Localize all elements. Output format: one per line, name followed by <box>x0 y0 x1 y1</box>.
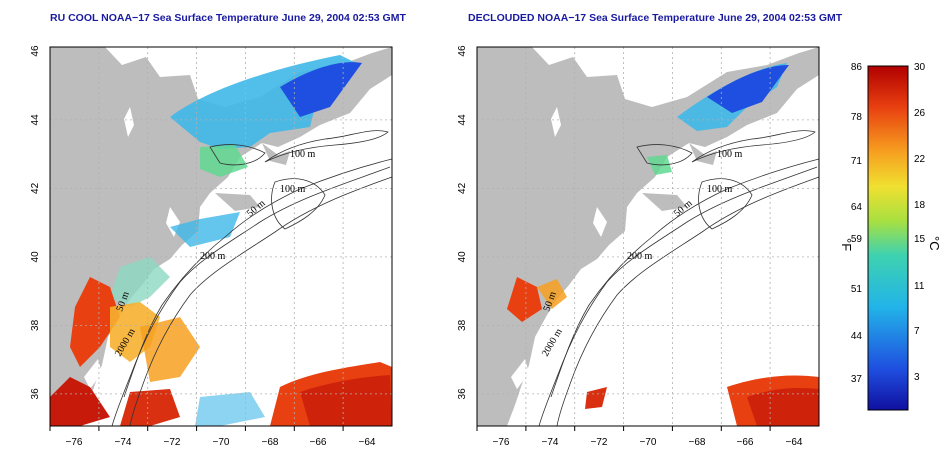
x-tick-label: −68 <box>262 437 279 448</box>
celsius-tick: 22 <box>914 154 926 165</box>
y-tick-label: 42 <box>30 182 41 194</box>
x-tick-label: −72 <box>164 437 181 448</box>
left-map-panel: 100 m 100 m 50 m 200 m 50 m 2000 m −76 −… <box>30 45 393 448</box>
x-tick-label: −70 <box>640 437 657 448</box>
y-tick-label: 42 <box>457 182 468 194</box>
contour-label: 100 m <box>717 149 743 160</box>
y-tick-label: 38 <box>30 319 41 331</box>
contour-label: 200 m <box>627 251 653 262</box>
contour-label: 100 m <box>290 149 316 160</box>
celsius-tick: 30 <box>914 62 926 73</box>
fahrenheit-tick: 78 <box>851 112 863 123</box>
y-tick-label: 38 <box>457 319 468 331</box>
celsius-label: °C <box>927 236 942 251</box>
fahrenheit-tick: 44 <box>851 331 863 342</box>
x-tick-label: −76 <box>493 437 510 448</box>
left-map-title: RU COOL NOAA−17 Sea Surface Temperature … <box>50 12 406 24</box>
x-tick-label: −66 <box>310 437 327 448</box>
left-sst-field <box>50 55 392 426</box>
right-map-panel: 100 m 100 m 50 m 200 m 50 m 2000 m −76 −… <box>457 45 820 448</box>
y-tick-label: 36 <box>457 388 468 400</box>
left-x-axis: −76 −74 −72 −70 −68 −66 −64 <box>49 426 376 448</box>
fahrenheit-tick: 64 <box>851 202 863 213</box>
x-tick-label: −74 <box>542 437 559 448</box>
x-tick-label: −72 <box>591 437 608 448</box>
x-tick-label: −64 <box>786 437 803 448</box>
fahrenheit-tick: 71 <box>851 156 863 167</box>
celsius-tick: 3 <box>914 372 920 383</box>
contour-label: 100 m <box>707 184 733 195</box>
right-x-axis: −76 −74 −72 −70 −68 −66 −64 <box>476 426 803 448</box>
x-tick-label: −66 <box>737 437 754 448</box>
contour-label: 100 m <box>280 184 306 195</box>
celsius-tick: 7 <box>914 326 920 337</box>
y-tick-label: 46 <box>457 45 468 57</box>
contour-label: 200 m <box>200 251 226 262</box>
celsius-tick: 11 <box>914 281 925 292</box>
fahrenheit-tick: 59 <box>851 234 863 245</box>
fahrenheit-tick: 37 <box>851 374 863 385</box>
y-tick-label: 36 <box>30 388 41 400</box>
x-tick-label: −74 <box>115 437 132 448</box>
y-tick-label: 44 <box>30 114 41 126</box>
left-y-axis: 36 38 40 42 44 46 <box>30 45 41 399</box>
right-map-title: DECLOUDED NOAA−17 Sea Surface Temperatur… <box>468 12 843 24</box>
celsius-tick: 18 <box>914 200 926 211</box>
fahrenheit-tick: 51 <box>851 284 863 295</box>
y-tick-label: 44 <box>457 114 468 126</box>
x-tick-label: −64 <box>359 437 376 448</box>
fahrenheit-label: °F <box>839 238 854 251</box>
x-tick-label: −76 <box>66 437 83 448</box>
colorbar: 86 78 71 64 59 51 44 37 30 26 22 18 15 1… <box>839 62 942 411</box>
y-tick-label: 40 <box>457 251 468 263</box>
y-tick-label: 46 <box>30 45 41 57</box>
x-tick-label: −70 <box>213 437 230 448</box>
fahrenheit-tick: 86 <box>851 62 863 73</box>
right-y-axis: 36 38 40 42 44 46 <box>457 45 468 399</box>
y-tick-label: 40 <box>30 251 41 263</box>
celsius-tick: 15 <box>914 234 926 245</box>
celsius-tick: 26 <box>914 108 926 119</box>
x-tick-label: −68 <box>689 437 706 448</box>
